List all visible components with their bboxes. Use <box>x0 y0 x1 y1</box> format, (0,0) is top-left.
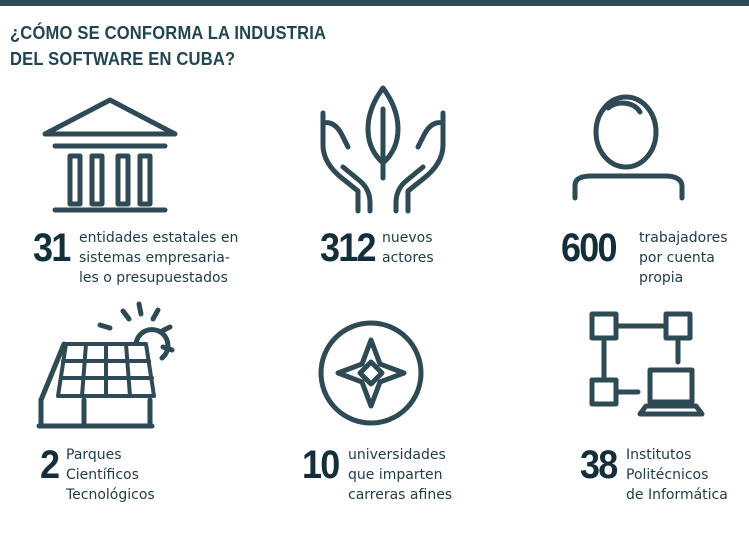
network-laptop-icon <box>588 310 708 422</box>
stat-number: 10 <box>302 443 340 487</box>
desc-line: actores <box>382 250 434 266</box>
person-icon <box>570 94 690 204</box>
top-border <box>0 0 749 6</box>
solar-panel-house-icon <box>36 300 186 430</box>
desc-line: sistemas empresaria- <box>79 250 230 266</box>
stat-entities: 31 entidades estatales en sistemas empre… <box>33 228 238 288</box>
desc-line: Tecnológicos <box>66 487 155 503</box>
stat-number: 600 <box>561 226 617 270</box>
hands-sprout-icon <box>318 83 448 215</box>
stat-science-parks: 2 Parques Científicos Tecnológicos <box>40 445 155 505</box>
desc-line: Politécnicos <box>626 467 709 483</box>
desc-line: universidades <box>348 447 446 463</box>
desc-line: trabajadores <box>639 230 728 246</box>
desc-line: nuevos <box>382 230 433 246</box>
desc-line: Parques <box>66 447 122 463</box>
title-line-1: ¿CÓMO SE CONFORMA LA INDUSTRIA <box>10 23 327 43</box>
stat-number: 312 <box>320 226 376 270</box>
desc-line: propia <box>639 270 684 286</box>
stat-number: 31 <box>33 226 71 270</box>
stat-description: nuevos actores <box>382 228 434 268</box>
stat-self-employed: 600 trabajadores por cuenta propia <box>561 228 728 288</box>
page-title: ¿CÓMO SE CONFORMA LA INDUSTRIA DEL SOFTW… <box>10 20 326 72</box>
desc-line: por cuenta <box>639 250 715 266</box>
desc-line: Científicos <box>66 467 139 483</box>
government-building-icon <box>40 96 180 216</box>
stat-polytechnic-institutes: 38 Institutos Politécnicos de Informátic… <box>580 445 728 505</box>
stat-number: 2 <box>40 443 60 487</box>
compass-star-icon <box>316 318 426 428</box>
title-line-2: DEL SOFTWARE EN CUBA? <box>10 49 236 69</box>
desc-line: les o presupuestados <box>79 270 228 286</box>
desc-line: que imparten <box>348 467 443 483</box>
stat-new-actors: 312 nuevos actores <box>320 228 434 268</box>
desc-line: Institutos <box>626 447 692 463</box>
desc-line: carreras afines <box>348 487 453 503</box>
stat-universities: 10 universidades que imparten carreras a… <box>302 445 452 505</box>
stat-description: universidades que imparten carreras afin… <box>348 445 452 505</box>
stat-description: Parques Científicos Tecnológicos <box>66 445 155 505</box>
stat-number: 38 <box>580 443 618 487</box>
stat-description: Institutos Politécnicos de Informática <box>626 445 728 505</box>
desc-line: entidades estatales en <box>79 230 239 246</box>
stat-description: entidades estatales en sistemas empresar… <box>79 228 238 288</box>
desc-line: de Informática <box>626 487 728 503</box>
stat-description: trabajadores por cuenta propia <box>639 228 728 288</box>
